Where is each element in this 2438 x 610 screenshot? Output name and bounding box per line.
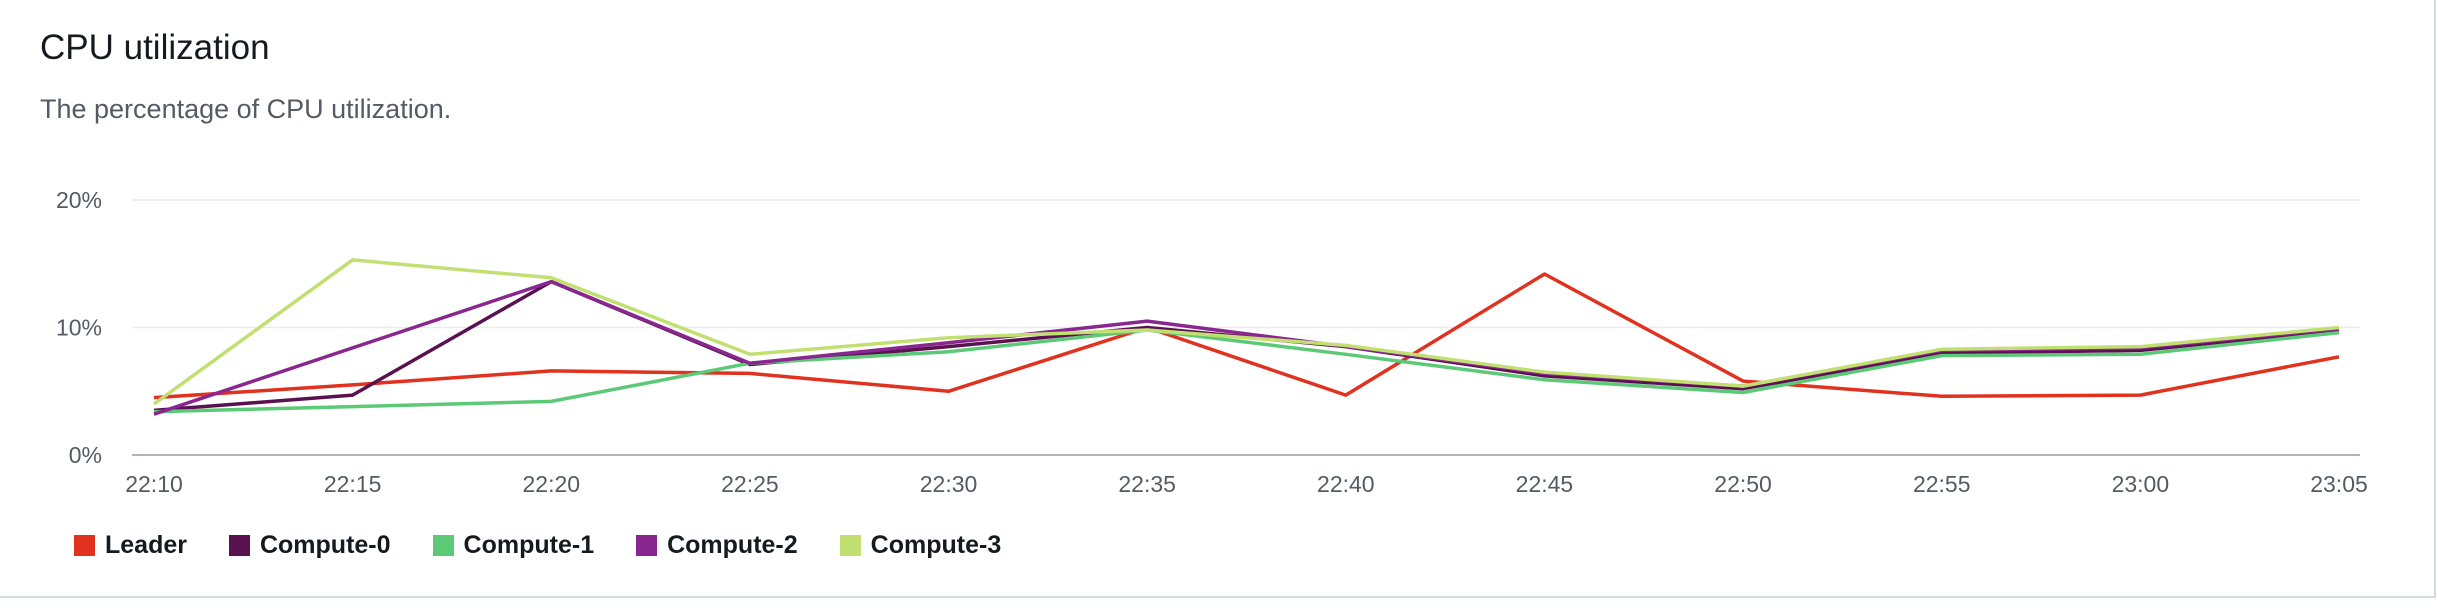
legend-swatch	[839, 535, 861, 556]
series-line-compute-3[interactable]	[152, 258, 2340, 406]
legend-label: Compute-1	[463, 531, 595, 559]
x-tick-label: 22:30	[920, 471, 978, 497]
legend-label: Compute-0	[259, 531, 391, 559]
legend-swatch	[636, 535, 658, 556]
legend-item-compute-2[interactable]: Compute-2	[636, 531, 798, 560]
grid	[132, 199, 2360, 456]
x-tick-label: 22:50	[1714, 471, 1772, 497]
chart-panel: CPU utilization The percentage of CPU ut…	[0, 0, 2436, 598]
legend-swatch	[228, 535, 250, 556]
y-tick-label: 10%	[56, 315, 102, 341]
x-tick-label: 22:40	[1317, 471, 1375, 497]
series-line-compute-0[interactable]	[153, 279, 2340, 413]
x-axis: 22:10 22:15 22:20 22:25 22:30 22:35 22:40 22:45…	[125, 471, 2368, 497]
legend-swatch	[74, 535, 95, 556]
x-tick-label: 22:55	[1913, 471, 1971, 497]
legend-label: Leader	[105, 531, 187, 559]
x-tick-label: 22:10	[125, 471, 183, 497]
chart-subtitle: The percentage of CPU utilization.	[40, 94, 452, 124]
legend-label: Compute-2	[667, 531, 798, 559]
x-tick-label: 23:05	[2310, 471, 2368, 497]
legend-label: Compute-3	[870, 531, 1002, 559]
x-tick-label: 22:20	[522, 471, 580, 497]
legend-item-compute-1[interactable]: Compute-1	[432, 531, 595, 560]
legend: Leader Compute-0 Compute-1 Compute-2 Compute…	[74, 531, 1043, 560]
series-line-leader[interactable]	[153, 272, 2340, 400]
x-tick-label: 22:15	[324, 471, 382, 497]
chart-title: CPU utilization	[40, 28, 270, 67]
series-lines	[152, 258, 2340, 416]
line-chart: 0%10%20% 22:10 22:15 22:20 22:25 22:30 22:35 2…	[56, 187, 2368, 497]
series-line-compute-1[interactable]	[153, 328, 2340, 414]
y-tick-label: 20%	[56, 187, 102, 213]
x-tick-label: 22:35	[1118, 471, 1176, 497]
x-tick-label: 22:45	[1516, 471, 1574, 497]
y-axis: 0% 10% 20%	[56, 187, 102, 468]
y-tick-label: 0%	[69, 442, 102, 468]
legend-item-leader[interactable]: Leader	[74, 531, 187, 560]
x-tick-label: 22:25	[721, 471, 779, 497]
legend-item-compute-0[interactable]: Compute-0	[228, 531, 391, 560]
legend-item-compute-3[interactable]: Compute-3	[839, 531, 1002, 560]
x-tick-label: 23:00	[2112, 471, 2170, 497]
legend-swatch	[432, 535, 454, 556]
